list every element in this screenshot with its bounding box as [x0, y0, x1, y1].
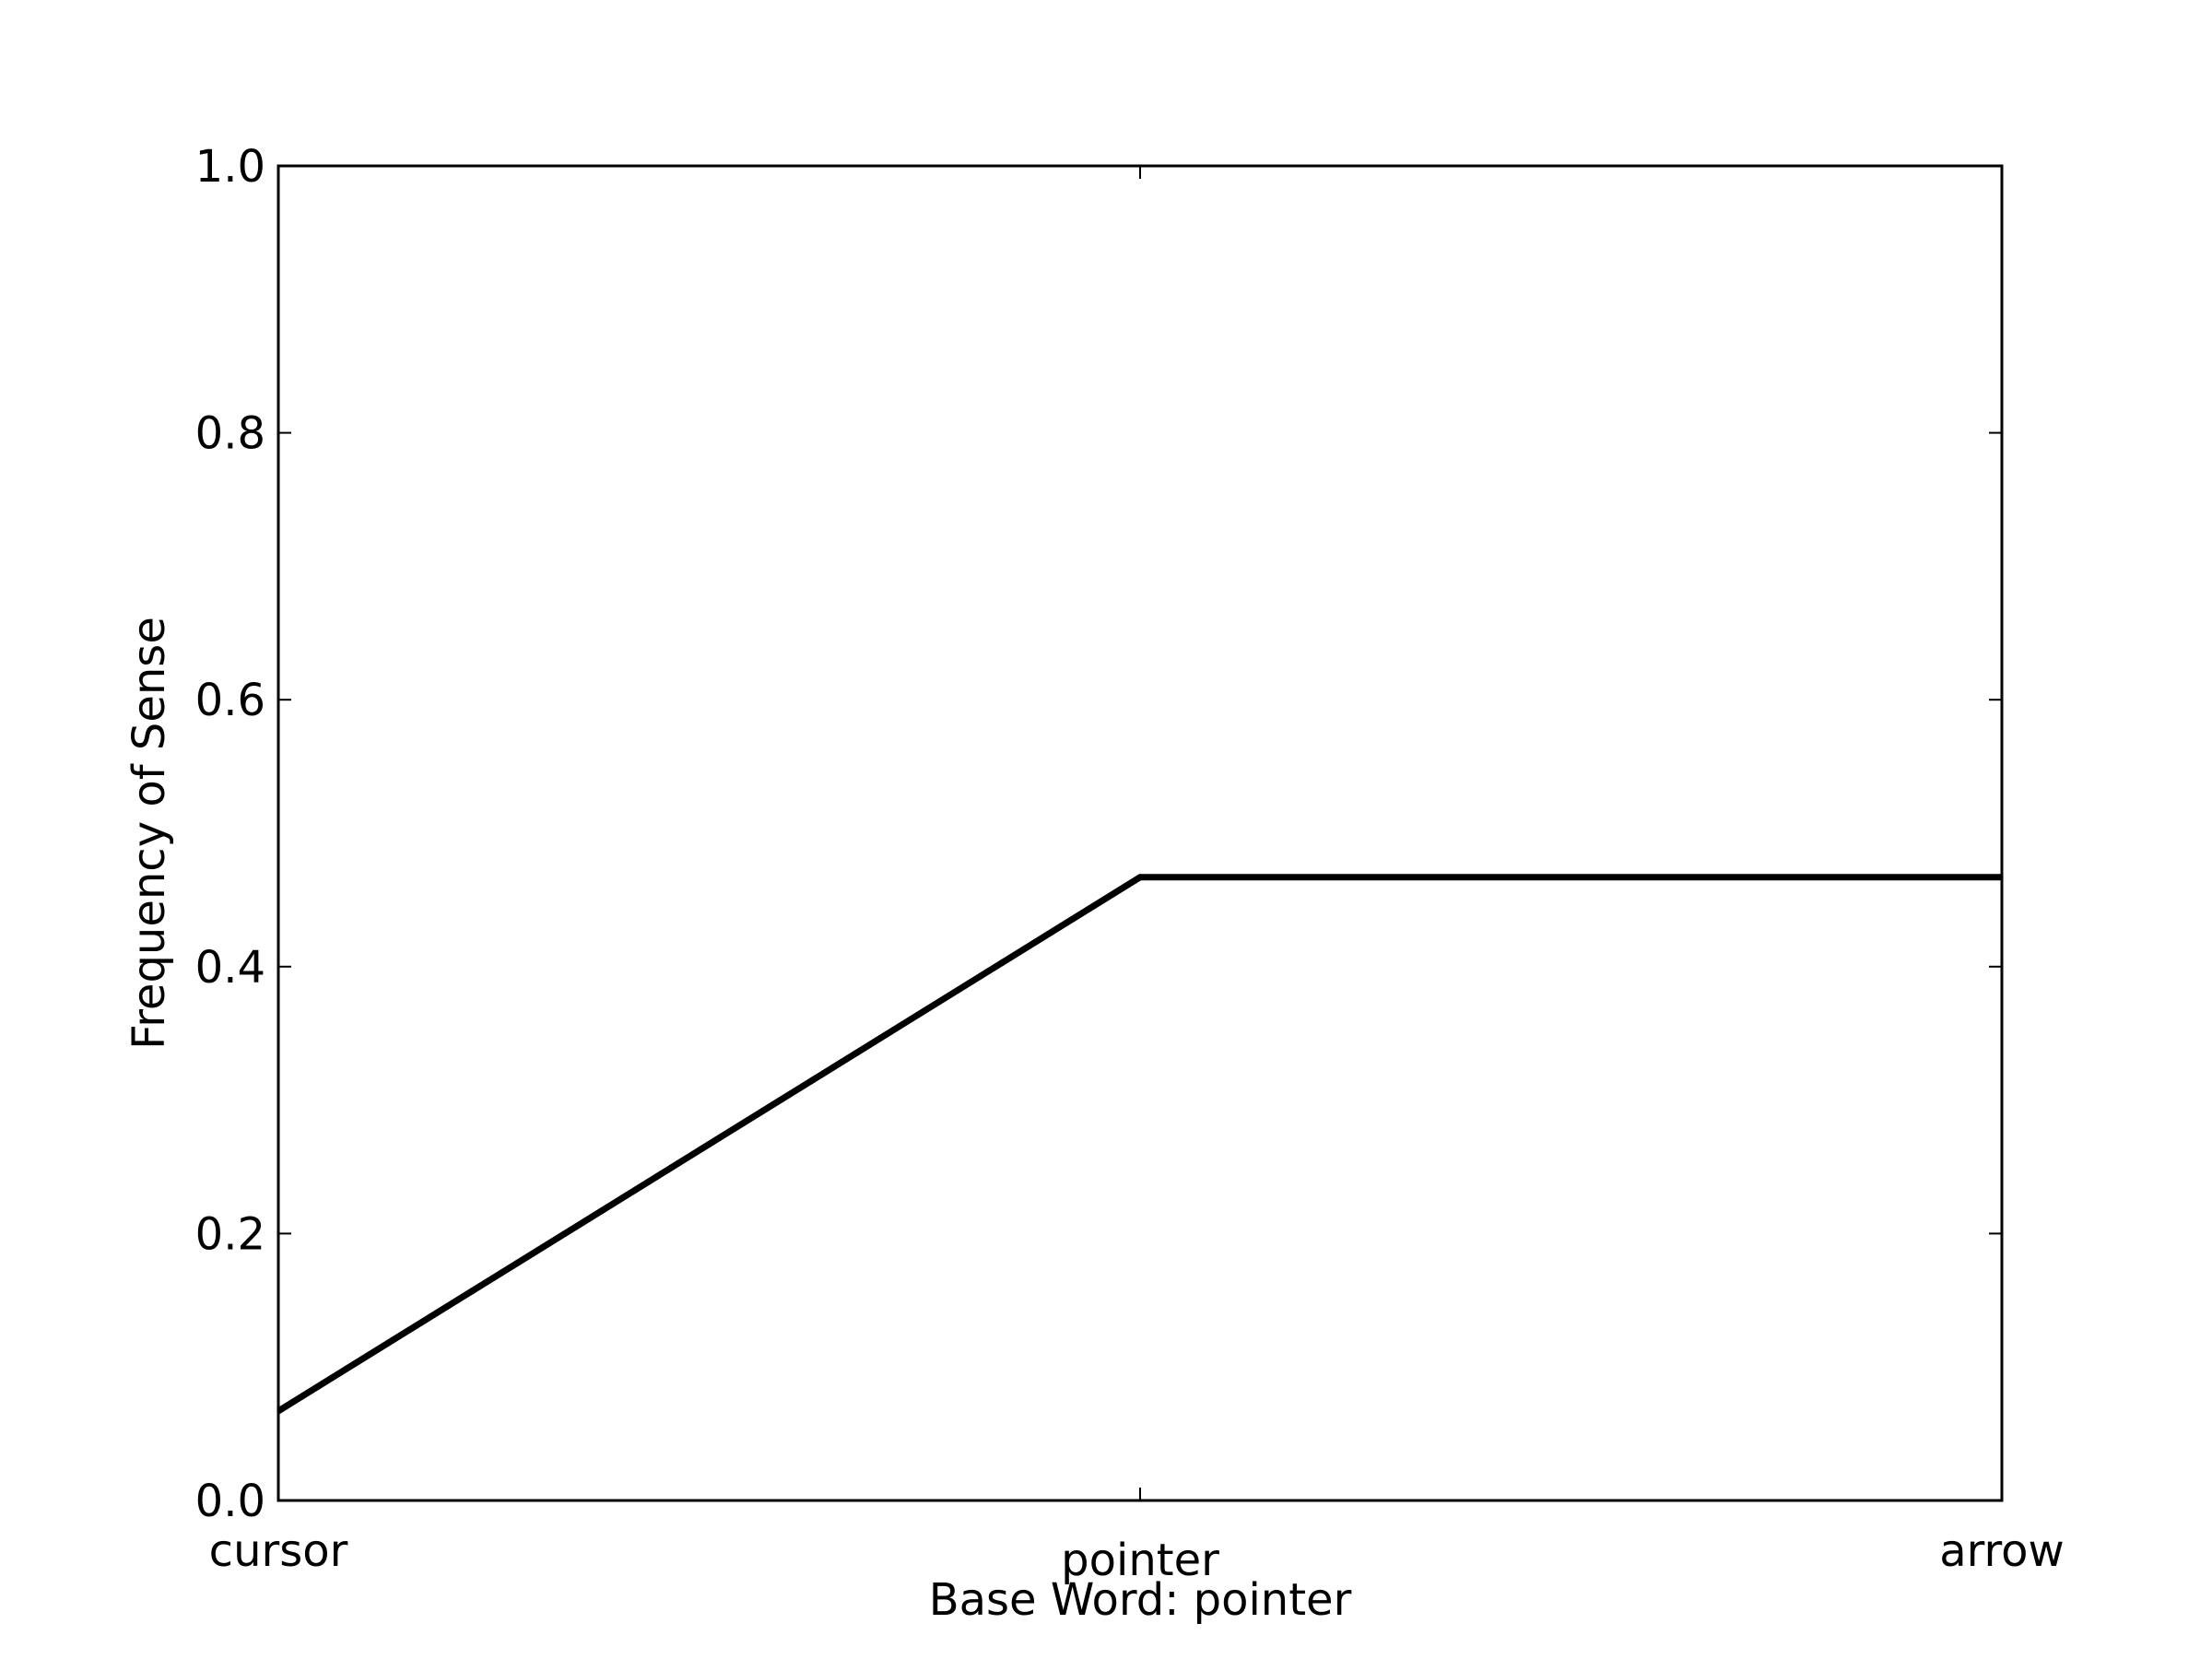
y-axis-label: Frequency of Sense	[124, 617, 175, 1050]
y-tick-label: 0.8	[195, 408, 265, 460]
y-tick-label: 0.6	[195, 675, 265, 726]
series-layer	[276, 874, 2002, 1414]
y-tick-label: 0.4	[195, 942, 265, 994]
x-tick-label: pointer	[1061, 1535, 1219, 1586]
y-tick-label: 0.2	[195, 1208, 265, 1260]
x-tick-label: arrow	[1939, 1525, 2065, 1577]
x-axis-label: Base Word: pointer	[929, 1574, 1352, 1626]
plot-area-frame	[276, 164, 2004, 1502]
labels-layer: Base Word: pointer Frequency of Sense	[124, 617, 1352, 1626]
x-tick-label: cursor	[209, 1525, 348, 1577]
y-tick-label: 1.0	[195, 141, 265, 193]
series-line	[276, 874, 2002, 1414]
ticks-layer: 0.0 0.2 0.4 0.6 0.8 1.0 cursor pointer arrow	[195, 141, 2065, 1586]
y-tick-label: 0.0	[195, 1476, 265, 1527]
